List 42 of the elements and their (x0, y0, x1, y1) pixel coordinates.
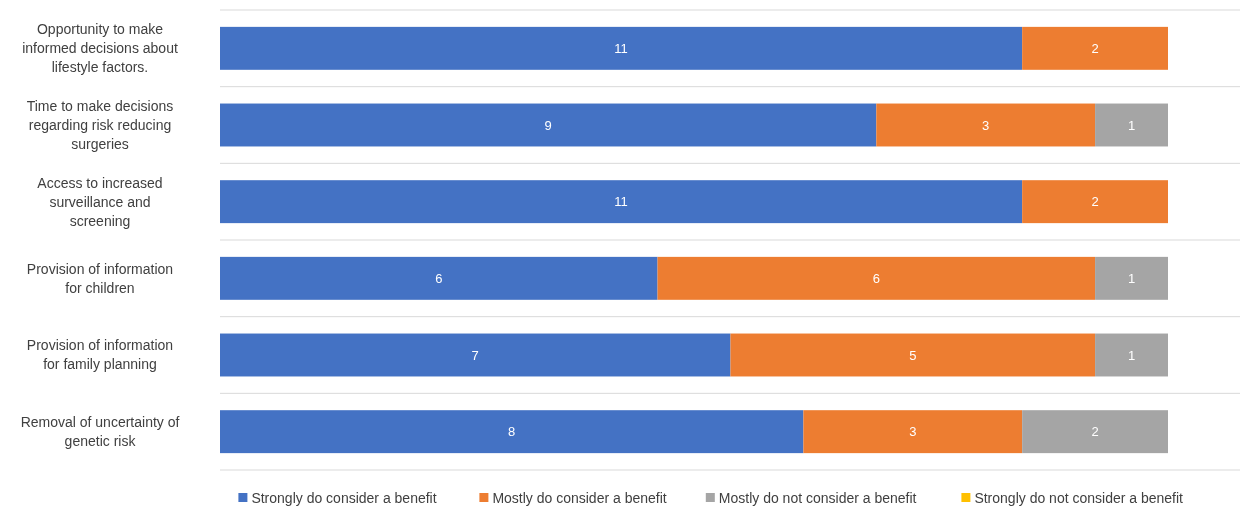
data-label: 5 (909, 347, 917, 363)
data-label: 1 (1127, 347, 1136, 363)
data-label: 8 (508, 424, 516, 440)
data-label: 9 (544, 117, 552, 133)
bar (220, 180, 1023, 224)
bar (1095, 103, 1168, 147)
legend-label: Strongly do not consider a benefit (974, 489, 1184, 506)
bar (1022, 26, 1168, 70)
legend-label: Mostly do consider a benefit (492, 489, 667, 506)
legend-label: Strongly do consider a benefit (251, 489, 437, 506)
y-tick-label: Access to increased surveillance and screening (37, 174, 163, 229)
y-tick-label: Time to make decisions regarding risk reducing surgeries (26, 97, 174, 152)
bar (1095, 333, 1168, 377)
bar (803, 410, 1023, 454)
data-label: 6 (435, 270, 443, 286)
bar (220, 103, 877, 147)
bar (657, 256, 1096, 300)
y-tick-label: Removal of uncertainty of genetic risk (20, 414, 180, 450)
data-label: 11 (614, 194, 628, 210)
data-label: 11 (614, 40, 628, 56)
data-label: 1 (1127, 270, 1136, 286)
data-label: 1 (1127, 117, 1136, 133)
data-label: 6 (872, 270, 880, 286)
bar (1095, 256, 1168, 300)
data-label: 2 (1091, 424, 1099, 440)
y-tick-label: Provision of information for children (26, 260, 174, 296)
y-tick-label: Opportunity to make informed decisions about lifestyle factors. (22, 21, 178, 76)
data-label: 3 (909, 424, 917, 440)
data-label: 3 (982, 117, 990, 133)
bar (220, 333, 731, 377)
bar (1022, 410, 1168, 454)
bar (730, 333, 1096, 377)
bar (220, 410, 804, 454)
legend-label: Mostly do not consider a benefit (718, 489, 917, 506)
data-label: 2 (1091, 40, 1099, 56)
bar (220, 26, 1023, 70)
y-tick-label: Provision of information for family planning (26, 337, 174, 373)
bar (876, 103, 1096, 147)
bar (220, 256, 658, 300)
data-label: 2 (1091, 194, 1099, 210)
data-label: 7 (471, 347, 479, 363)
bar (1022, 180, 1168, 224)
